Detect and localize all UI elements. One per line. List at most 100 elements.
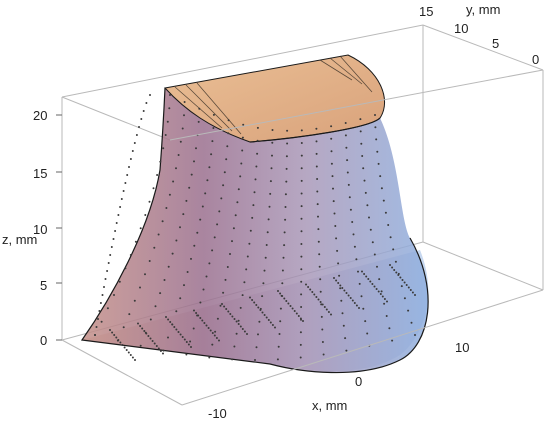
bounding-box-front <box>61 69 544 406</box>
sample-point-57 <box>212 113 215 116</box>
sample-point-360 <box>269 321 272 324</box>
sample-point-277 <box>392 248 395 251</box>
sample-point-2 <box>166 120 169 123</box>
sample-point-276 <box>389 236 392 239</box>
sample-point-358 <box>265 316 268 319</box>
sample-point-258 <box>373 253 376 256</box>
sample-point-243 <box>362 307 365 310</box>
sample-point-127 <box>241 294 244 297</box>
sample-point-385 <box>323 306 326 308</box>
sample-point-96 <box>241 136 244 139</box>
sample-point-308 <box>157 347 160 350</box>
sample-point-293 <box>125 349 128 351</box>
sample-point-351 <box>251 299 254 301</box>
sample-point-39 <box>197 120 200 123</box>
sample-point-394 <box>343 289 346 292</box>
sample-point-50 <box>167 265 170 268</box>
sample-point-26 <box>168 193 171 196</box>
sample-point-291 <box>121 344 124 346</box>
sample-point-144 <box>263 269 266 272</box>
sample-point-6 <box>156 174 159 176</box>
sample-point-120 <box>252 204 255 207</box>
sample-point-455 <box>98 310 101 312</box>
sample-point-256 <box>369 228 372 231</box>
sample-point-346 <box>239 325 242 328</box>
sample-point-76 <box>227 119 230 122</box>
sample-point-382 <box>317 298 320 301</box>
sample-point-219 <box>336 249 339 252</box>
sample-point-323 <box>190 346 192 348</box>
sample-point-412 <box>381 295 384 298</box>
sample-point-133 <box>271 129 274 131</box>
sample-point-354 <box>257 306 260 309</box>
sample-point-79 <box>225 158 228 161</box>
sample-point-230 <box>345 146 348 149</box>
sample-point-355 <box>259 309 262 311</box>
sample-point-42 <box>193 160 195 163</box>
sample-point-310 <box>162 352 164 355</box>
sample-point-99 <box>239 175 242 178</box>
sample-point-205 <box>320 315 323 318</box>
sample-point-220 <box>337 262 340 265</box>
sample-point-435 <box>131 150 134 152</box>
sample-point-315 <box>173 326 176 328</box>
sample-point-238 <box>353 245 356 248</box>
sample-point-103 <box>232 227 235 230</box>
sample-point-65 <box>199 218 202 221</box>
sample-point-173 <box>300 154 303 157</box>
cap-hatching <box>174 55 373 135</box>
sample-point-306 <box>153 342 156 345</box>
sample-point-129 <box>237 319 240 322</box>
sample-point-211 <box>330 150 333 153</box>
sample-point-19 <box>183 101 186 103</box>
sample-point-289 <box>117 339 120 341</box>
sample-point-135 <box>271 154 273 157</box>
sample-point-181 <box>300 255 303 258</box>
z-tick-5: 5 <box>40 278 47 293</box>
sample-point-299 <box>139 325 142 327</box>
sample-point-421 <box>401 279 404 281</box>
sample-point-143 <box>264 256 267 259</box>
sample-point-71 <box>179 297 182 300</box>
sample-point-334 <box>213 334 216 337</box>
sample-point-379 <box>311 291 314 293</box>
z-tick-20: 20 <box>33 108 47 123</box>
sample-point-267 <box>374 126 377 129</box>
sample-point-265 <box>391 339 394 342</box>
sample-point-303 <box>147 335 150 337</box>
sample-point-282 <box>407 309 410 312</box>
sample-point-384 <box>321 303 324 306</box>
sample-point-145 <box>262 282 265 285</box>
sample-point-440 <box>122 190 125 192</box>
sample-point-34 <box>133 299 136 302</box>
sample-point-236 <box>351 221 354 223</box>
sample-point-30 <box>153 246 156 249</box>
y-tick-10: 10 <box>454 21 468 36</box>
sample-point-72 <box>175 310 178 313</box>
sample-point-372 <box>295 312 298 315</box>
sample-point-78 <box>226 145 229 148</box>
sample-point-94 <box>185 353 188 356</box>
sample-point-376 <box>305 283 307 286</box>
sample-point-402 <box>361 270 363 273</box>
sample-point-77 <box>227 132 230 135</box>
sample-point-206 <box>321 328 324 331</box>
sample-point-151 <box>254 359 256 361</box>
sample-point-319 <box>181 336 184 338</box>
sample-point-169 <box>277 345 280 348</box>
sample-point-35 <box>128 313 131 316</box>
sample-point-182 <box>300 268 303 271</box>
sample-point-297 <box>134 359 136 361</box>
sample-point-332 <box>209 329 212 332</box>
sample-point-21 <box>181 127 184 130</box>
y-tick-15: 15 <box>419 4 433 19</box>
sample-point-312 <box>167 318 170 321</box>
sample-point-352 <box>253 301 256 304</box>
sample-point-154 <box>285 155 288 158</box>
sample-point-338 <box>223 305 226 308</box>
sample-point-95 <box>242 123 245 126</box>
sample-point-329 <box>203 322 206 324</box>
sample-point-198 <box>317 228 320 231</box>
z-tick-10: 10 <box>33 222 47 237</box>
